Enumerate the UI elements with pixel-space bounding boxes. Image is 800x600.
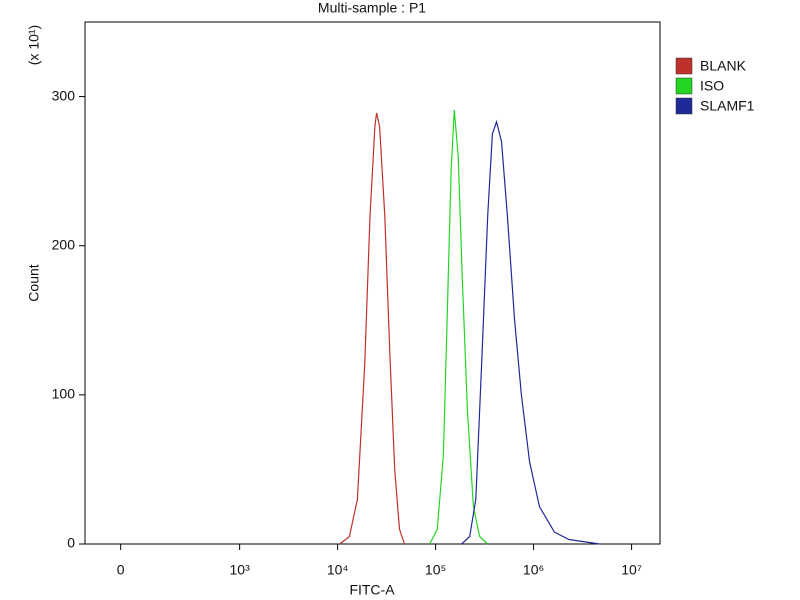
x-tick-label: 10⁴ (327, 562, 349, 578)
y-tick-label: 100 (52, 386, 76, 402)
legend-swatch (675, 57, 693, 75)
series-line (429, 109, 489, 545)
chart-title: Multi-sample : P1 (318, 0, 426, 16)
legend-swatch (675, 77, 693, 95)
series-line (461, 119, 600, 545)
legend-label: SLAMF1 (700, 98, 755, 114)
y-axis-label: Count (26, 264, 42, 301)
y-tick-label: 200 (52, 236, 76, 252)
plot-frame (84, 21, 661, 545)
x-axis-label: FITC-A (349, 582, 395, 598)
series-line (339, 112, 405, 545)
legend-label: ISO (700, 78, 724, 94)
x-tick-label: 10⁵ (425, 562, 446, 578)
x-tick-label: 0 (117, 562, 125, 578)
x-tick-label: 10³ (230, 562, 251, 578)
legend-swatch (675, 97, 693, 115)
y-multiplier: (x 10¹) (26, 25, 42, 65)
y-tick-label: 300 (52, 87, 76, 103)
x-tick-label: 10⁶ (523, 562, 544, 578)
x-tick-label: 10⁷ (621, 562, 642, 578)
legend-label: BLANK (700, 58, 747, 74)
y-tick-label: 0 (67, 535, 75, 551)
